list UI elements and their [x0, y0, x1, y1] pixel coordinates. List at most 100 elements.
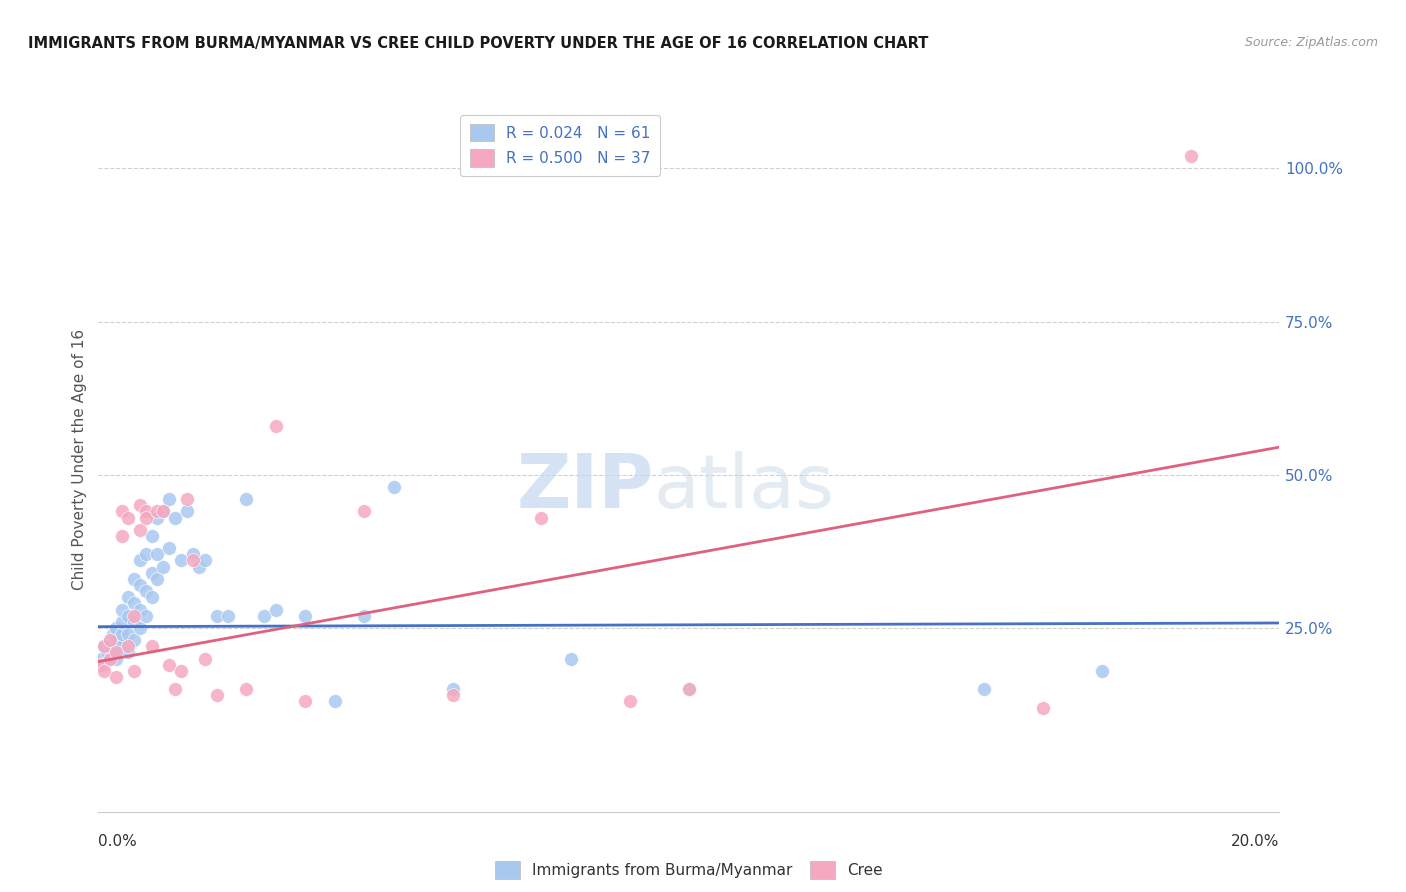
Point: [128, 602, 150, 616]
Point: [152, 559, 174, 574]
Point: [105, 645, 128, 659]
Point: [90, 657, 112, 672]
Point: [530, 510, 553, 524]
Point: [294, 608, 316, 623]
Point: [264, 602, 287, 616]
Point: [122, 596, 145, 610]
Point: [560, 651, 582, 665]
Point: [103, 627, 125, 641]
Text: ZIP: ZIP: [516, 451, 654, 524]
Text: 20.0%: 20.0%: [1232, 834, 1279, 849]
Text: Source: ZipAtlas.com: Source: ZipAtlas.com: [1244, 36, 1378, 49]
Point: [96, 645, 118, 659]
Point: [111, 627, 134, 641]
Point: [117, 627, 139, 641]
Point: [128, 523, 150, 537]
Point: [98, 640, 121, 654]
Point: [973, 682, 995, 697]
Point: [217, 608, 239, 623]
Point: [105, 633, 128, 648]
Point: [98, 651, 121, 665]
Point: [105, 621, 128, 635]
Point: [135, 504, 157, 518]
Point: [441, 688, 464, 702]
Point: [128, 553, 150, 567]
Point: [353, 608, 375, 623]
Point: [194, 553, 217, 567]
Point: [128, 499, 150, 513]
Point: [146, 572, 169, 586]
Point: [1180, 149, 1202, 163]
Point: [111, 615, 134, 629]
Point: [146, 504, 169, 518]
Point: [135, 584, 157, 599]
Point: [146, 510, 169, 524]
Point: [117, 591, 139, 605]
Point: [117, 645, 139, 659]
Point: [264, 418, 287, 433]
Point: [111, 504, 134, 518]
Point: [1091, 664, 1114, 678]
Point: [353, 504, 375, 518]
Point: [205, 688, 228, 702]
Point: [117, 608, 139, 623]
Point: [111, 602, 134, 616]
Point: [678, 682, 700, 697]
Point: [135, 608, 157, 623]
Text: atlas: atlas: [654, 451, 835, 524]
Point: [141, 591, 163, 605]
Point: [135, 510, 157, 524]
Point: [122, 633, 145, 648]
Point: [98, 633, 121, 648]
Point: [181, 553, 204, 567]
Point: [93, 664, 115, 678]
Point: [323, 694, 346, 708]
Point: [105, 651, 128, 665]
Point: [105, 670, 128, 684]
Point: [157, 657, 180, 672]
Text: 0.0%: 0.0%: [98, 834, 138, 849]
Point: [205, 608, 228, 623]
Point: [441, 682, 464, 697]
Point: [152, 504, 174, 518]
Point: [122, 615, 145, 629]
Point: [619, 694, 641, 708]
Legend: Immigrants from Burma/Myanmar, Cree: Immigrants from Burma/Myanmar, Cree: [489, 855, 889, 885]
Point: [382, 480, 405, 494]
Point: [111, 640, 134, 654]
Point: [1032, 700, 1054, 714]
Point: [93, 657, 115, 672]
Point: [122, 664, 145, 678]
Point: [235, 682, 257, 697]
Point: [111, 529, 134, 543]
Point: [170, 553, 193, 567]
Point: [176, 492, 198, 507]
Point: [141, 566, 163, 580]
Point: [194, 651, 217, 665]
Point: [176, 504, 198, 518]
Y-axis label: Child Poverty Under the Age of 16: Child Poverty Under the Age of 16: [72, 329, 87, 590]
Point: [93, 640, 115, 654]
Point: [141, 529, 163, 543]
Point: [678, 682, 700, 697]
Point: [122, 608, 145, 623]
Point: [157, 541, 180, 556]
Point: [105, 645, 128, 659]
Point: [117, 510, 139, 524]
Point: [141, 640, 163, 654]
Point: [157, 492, 180, 507]
Point: [294, 694, 316, 708]
Point: [90, 651, 112, 665]
Point: [170, 664, 193, 678]
Point: [146, 547, 169, 561]
Point: [235, 492, 257, 507]
Point: [135, 547, 157, 561]
Point: [253, 608, 276, 623]
Point: [187, 559, 209, 574]
Point: [128, 621, 150, 635]
Point: [93, 640, 115, 654]
Point: [152, 504, 174, 518]
Point: [128, 578, 150, 592]
Point: [181, 547, 204, 561]
Point: [122, 572, 145, 586]
